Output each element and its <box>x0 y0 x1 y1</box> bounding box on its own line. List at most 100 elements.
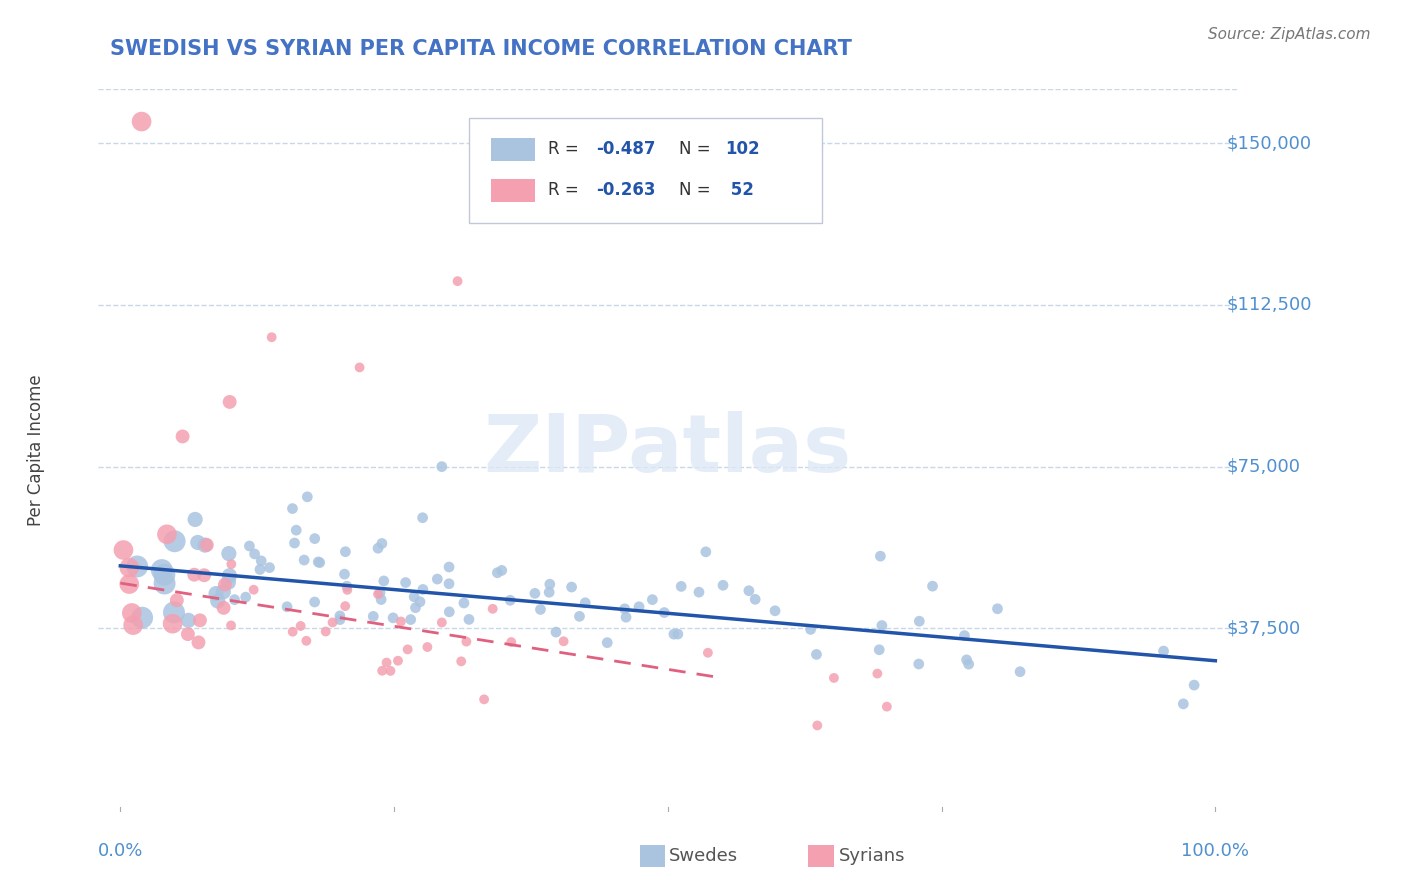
Point <box>243 547 266 561</box>
Point <box>568 609 591 624</box>
Point <box>446 274 468 288</box>
Point <box>614 610 637 624</box>
Bar <box>491 137 534 161</box>
Point <box>501 635 523 649</box>
Point <box>295 633 318 648</box>
Point <box>430 459 453 474</box>
Point <box>426 572 449 586</box>
Point <box>763 604 786 618</box>
Point <box>207 594 229 608</box>
Point <box>292 553 315 567</box>
Point <box>336 579 359 593</box>
Point <box>118 577 141 591</box>
Point <box>416 640 439 654</box>
Point <box>183 567 205 582</box>
Point <box>744 592 766 607</box>
Text: R =: R = <box>548 140 585 158</box>
Point <box>491 563 513 577</box>
Point <box>329 608 352 623</box>
Point <box>242 582 264 597</box>
Point <box>335 545 357 559</box>
Point <box>162 616 184 631</box>
Point <box>1182 678 1205 692</box>
Point <box>290 619 312 633</box>
Point <box>188 613 211 627</box>
Point <box>529 602 551 616</box>
Point <box>371 536 394 550</box>
Point <box>688 585 710 599</box>
Point <box>696 646 718 660</box>
Point <box>172 429 194 443</box>
Point <box>238 539 260 553</box>
Point <box>285 523 308 537</box>
Point <box>112 543 135 558</box>
Point <box>800 623 823 637</box>
Point <box>118 560 141 574</box>
Point <box>349 360 371 375</box>
Point <box>218 395 240 409</box>
Point <box>250 554 273 568</box>
Point <box>387 654 409 668</box>
Text: -0.263: -0.263 <box>596 181 655 199</box>
Point <box>194 538 217 552</box>
Point <box>380 664 402 678</box>
Point <box>437 560 460 574</box>
Point <box>866 666 889 681</box>
Point <box>373 574 395 588</box>
Point <box>523 586 546 600</box>
Point <box>218 547 240 561</box>
Point <box>439 605 461 619</box>
Point <box>121 606 143 620</box>
Point <box>662 627 685 641</box>
Point <box>458 612 481 626</box>
Point <box>166 593 188 607</box>
Point <box>389 615 412 629</box>
Point <box>430 615 453 630</box>
Point <box>561 580 583 594</box>
Point <box>361 609 384 624</box>
Point <box>806 718 828 732</box>
Point <box>219 618 242 632</box>
Point <box>371 664 394 678</box>
Point <box>177 613 200 627</box>
Text: 100.0%: 100.0% <box>1181 842 1250 860</box>
Point <box>1010 665 1032 679</box>
Point <box>205 586 228 600</box>
Point <box>335 599 357 613</box>
Point <box>574 596 596 610</box>
Point <box>260 330 283 344</box>
Point <box>412 510 434 524</box>
Text: ZIPatlas: ZIPatlas <box>484 411 852 490</box>
Text: N =: N = <box>679 181 716 199</box>
Point <box>367 541 389 556</box>
Point <box>370 592 392 607</box>
Point <box>212 584 235 599</box>
Text: Source: ZipAtlas.com: Source: ZipAtlas.com <box>1208 27 1371 42</box>
Point <box>695 545 717 559</box>
Text: $37,500: $37,500 <box>1226 619 1301 638</box>
Point <box>404 590 426 604</box>
Text: 102: 102 <box>725 140 759 158</box>
Point <box>218 568 240 582</box>
Point <box>304 532 326 546</box>
Point <box>193 568 215 582</box>
Point <box>481 602 503 616</box>
Point <box>1173 697 1195 711</box>
Point <box>235 590 257 604</box>
Point <box>453 596 475 610</box>
Point <box>652 606 675 620</box>
Text: SWEDISH VS SYRIAN PER CAPITA INCOME CORRELATION CHART: SWEDISH VS SYRIAN PER CAPITA INCOME CORR… <box>110 38 852 59</box>
Point <box>412 582 434 597</box>
Point <box>908 614 931 628</box>
Bar <box>640 846 665 867</box>
Point <box>1153 644 1175 658</box>
Point <box>544 625 567 640</box>
Text: $75,000: $75,000 <box>1226 458 1301 475</box>
Point <box>368 586 391 600</box>
Point <box>876 699 898 714</box>
Point <box>122 618 145 632</box>
Point <box>869 549 891 563</box>
Bar <box>808 846 834 867</box>
Point <box>184 512 207 526</box>
Point <box>283 536 305 550</box>
